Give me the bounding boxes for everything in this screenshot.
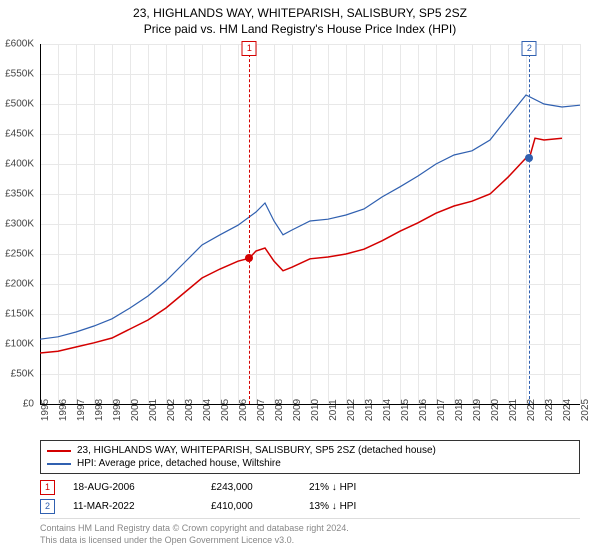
transaction-row: 2 11-MAR-2022 £410,000 13% ↓ HPI — [40, 497, 580, 516]
marker-box-2: 2 — [522, 41, 537, 56]
transaction-date: 18-AUG-2006 — [63, 482, 203, 493]
x-tick-label: 2025 — [580, 399, 591, 421]
y-tick-label: £200K — [5, 279, 34, 290]
transaction-marker: 2 — [40, 499, 55, 514]
y-tick-label: £350K — [5, 189, 34, 200]
y-tick-label: £550K — [5, 69, 34, 80]
x-axis — [40, 404, 580, 405]
y-tick-label: £0 — [23, 399, 34, 410]
y-tick-label: £400K — [5, 159, 34, 170]
transaction-pct: 13% ↓ HPI — [309, 501, 479, 512]
marker-dot-2 — [525, 154, 533, 162]
transaction-row: 1 18-AUG-2006 £243,000 21% ↓ HPI — [40, 478, 580, 497]
legend-row: 23, HIGHLANDS WAY, WHITEPARISH, SALISBUR… — [47, 444, 573, 457]
legend-label: 23, HIGHLANDS WAY, WHITEPARISH, SALISBUR… — [77, 445, 436, 456]
chart-container: 23, HIGHLANDS WAY, WHITEPARISH, SALISBUR… — [0, 0, 600, 560]
y-tick-label: £150K — [5, 309, 34, 320]
legend-swatch — [47, 463, 71, 465]
transactions-table: 1 18-AUG-2006 £243,000 21% ↓ HPI 2 11-MAR-202… — [40, 478, 580, 516]
y-tick-label: £100K — [5, 339, 34, 350]
legend-label: HPI: Average price, detached house, Wilt… — [77, 458, 281, 469]
y-tick-label: £300K — [5, 219, 34, 230]
marker-dot-1 — [245, 254, 253, 262]
footer-line: This data is licensed under the Open Gov… — [40, 535, 580, 547]
marker-box-1: 1 — [242, 41, 257, 56]
y-tick-label: £250K — [5, 249, 34, 260]
y-tick-label: £500K — [5, 99, 34, 110]
hpi-line — [40, 95, 580, 339]
transaction-pct: 21% ↓ HPI — [309, 482, 479, 493]
transaction-price: £243,000 — [211, 482, 301, 493]
plot-area: £0£50K£100K£150K£200K£250K£300K£350K£400… — [40, 44, 580, 404]
y-tick-label: £450K — [5, 129, 34, 140]
chart-title: 23, HIGHLANDS WAY, WHITEPARISH, SALISBUR… — [0, 6, 600, 20]
footer-attribution: Contains HM Land Registry data © Crown c… — [40, 518, 580, 546]
transaction-marker: 1 — [40, 480, 55, 495]
grid-line-v — [580, 44, 581, 404]
legend: 23, HIGHLANDS WAY, WHITEPARISH, SALISBUR… — [40, 440, 580, 474]
chart-lines — [40, 44, 580, 404]
y-tick-label: £600K — [5, 39, 34, 50]
title-block: 23, HIGHLANDS WAY, WHITEPARISH, SALISBUR… — [0, 0, 600, 36]
marker-line-1 — [249, 44, 250, 404]
footer-line: Contains HM Land Registry data © Crown c… — [40, 523, 580, 535]
legend-swatch — [47, 450, 71, 452]
transaction-price: £410,000 — [211, 501, 301, 512]
chart-subtitle: Price paid vs. HM Land Registry's House … — [0, 22, 600, 36]
legend-row: HPI: Average price, detached house, Wilt… — [47, 457, 573, 470]
transaction-date: 11-MAR-2022 — [63, 501, 203, 512]
y-tick-label: £50K — [11, 369, 34, 380]
marker-line-2 — [529, 44, 530, 404]
price-paid-line — [40, 138, 562, 353]
